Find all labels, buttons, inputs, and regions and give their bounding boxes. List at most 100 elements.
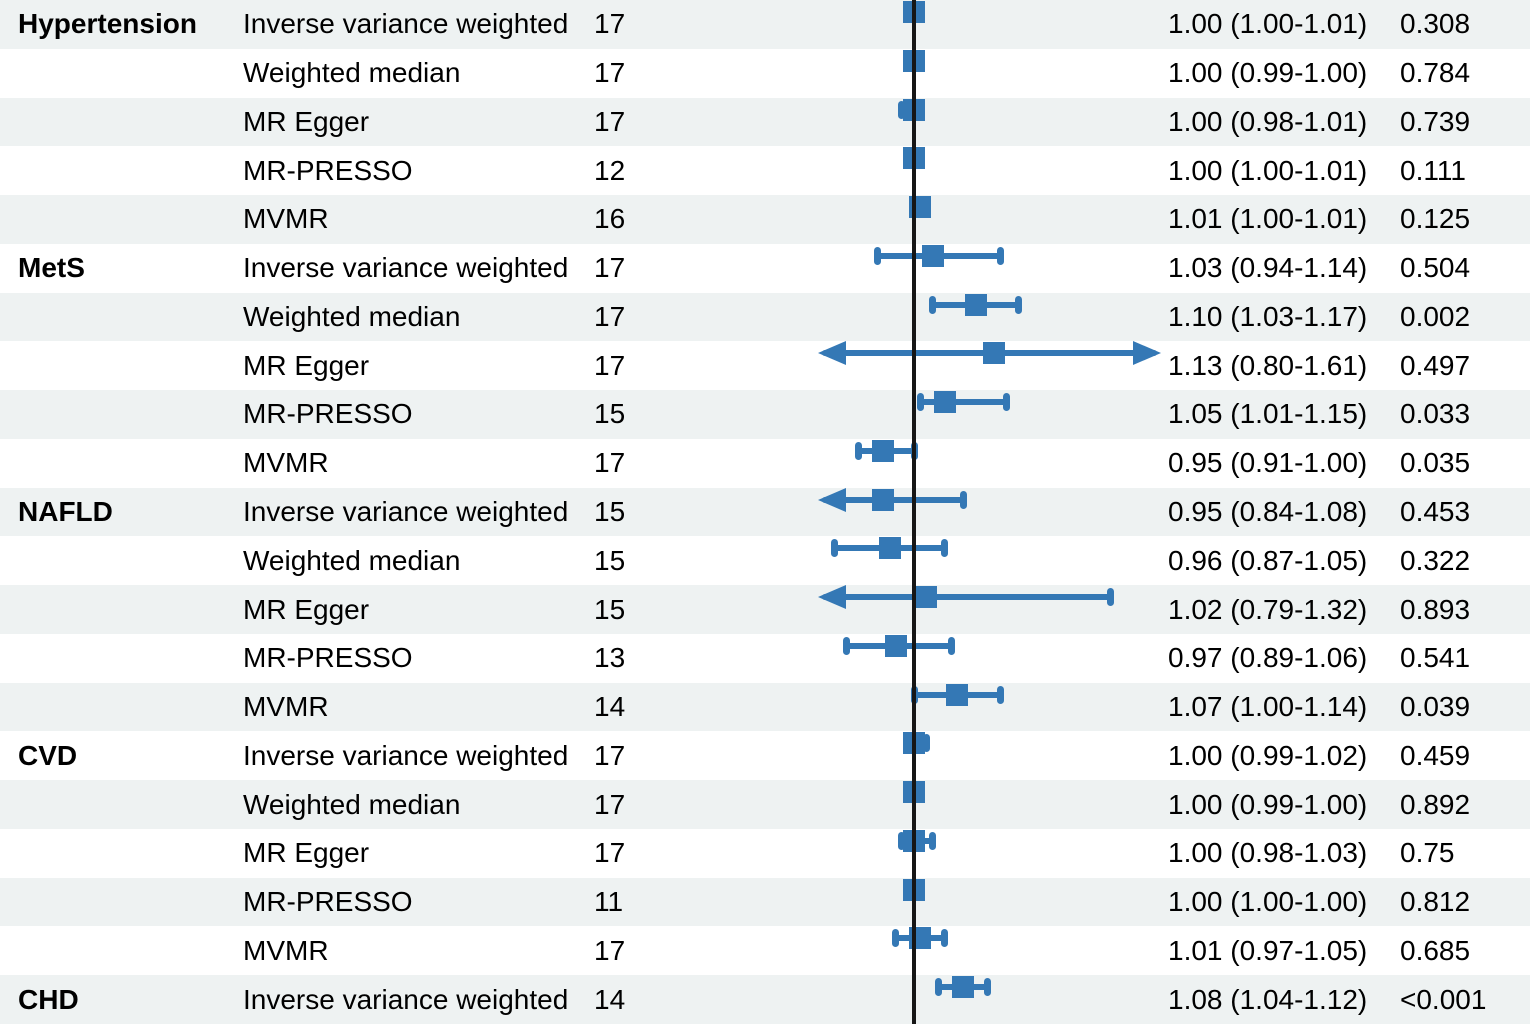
method-label: MR Egger [243, 349, 370, 381]
ci-lower-cap [898, 831, 906, 850]
ci-lower-cap [898, 100, 906, 119]
nsnp-value: 13 [594, 642, 626, 674]
ci-upper-cap [959, 490, 967, 509]
method-label: MR Egger [243, 105, 370, 137]
point-estimate-marker [872, 439, 895, 462]
forest-row: NAFLD Inverse variance weighted 15 0.95 … [0, 487, 1530, 537]
p-value: 0.504 [1400, 252, 1471, 284]
nsnp-value: 17 [594, 788, 626, 820]
or-ci-value: 1.03 (0.94-1.14) [1168, 252, 1368, 284]
or-ci-value: 1.01 (0.97-1.05) [1168, 934, 1368, 966]
nsnp-value: 14 [594, 691, 626, 723]
ci-lower-cap [916, 393, 924, 412]
method-label: Inverse variance weighted [243, 739, 569, 771]
p-value: 0.739 [1400, 105, 1471, 137]
method-label: MVMR [243, 691, 329, 723]
p-value: 0.039 [1400, 691, 1471, 723]
point-estimate-marker [983, 342, 1006, 365]
nsnp-value: 17 [594, 252, 626, 284]
point-estimate-marker [946, 683, 969, 706]
ci-upper-cap [941, 929, 949, 948]
nsnp-value: 15 [594, 593, 626, 625]
nsnp-value: 17 [594, 934, 626, 966]
p-value: 0.125 [1400, 203, 1471, 235]
or-ci-value: 1.13 (0.80-1.61) [1168, 349, 1368, 381]
forest-row: Hypertension Inverse variance weighted 1… [0, 0, 1530, 49]
or-ci-value: 1.00 (0.99-1.00) [1168, 788, 1368, 820]
or-ci-value: 1.00 (0.98-1.01) [1168, 105, 1368, 137]
method-label: Weighted median [243, 300, 461, 332]
ci-upper-cap [922, 734, 930, 753]
nsnp-value: 17 [594, 105, 626, 137]
or-ci-value: 1.00 (0.98-1.03) [1168, 837, 1368, 869]
method-label: Inverse variance weighted [243, 983, 569, 1015]
nsnp-value: 17 [594, 837, 626, 869]
method-label: MR Egger [243, 837, 370, 869]
nsnp-value: 12 [594, 154, 626, 186]
forest-row: CVD Inverse variance weighted 17 1.00 (0… [0, 731, 1530, 780]
forest-row: MR-PRESSO 12 1.00 (1.00-1.01) 0.111 [0, 146, 1530, 195]
method-label: Inverse variance weighted [243, 252, 569, 284]
forest-row: MVMR 17 1.01 (0.97-1.05) 0.685 [0, 926, 1530, 975]
ci-lower-cap [873, 246, 881, 265]
outcome-label: MetS [18, 252, 85, 284]
ci-clipped-left-arrow-icon [818, 585, 846, 610]
nsnp-value: 14 [594, 983, 626, 1015]
outcome-label: Hypertension [18, 8, 197, 40]
or-ci-value: 1.07 (1.00-1.14) [1168, 691, 1368, 723]
ci-clipped-left-arrow-icon [818, 341, 846, 366]
forest-row: Weighted median 15 0.96 (0.87-1.05) 0.32… [0, 536, 1530, 585]
nsnp-value: 17 [594, 300, 626, 332]
or-ci-value: 1.08 (1.04-1.12) [1168, 983, 1368, 1015]
point-estimate-marker [884, 634, 907, 657]
forest-row: MR-PRESSO 15 1.05 (1.01-1.15) 0.033 [0, 390, 1530, 439]
or-ci-value: 1.00 (1.00-1.00) [1168, 886, 1368, 918]
forest-row: Weighted median 17 1.10 (1.03-1.17) 0.00… [0, 292, 1530, 342]
ci-upper-cap [929, 831, 937, 850]
ci-whisker [920, 399, 1007, 406]
outcome-label: CHD [18, 983, 79, 1015]
nsnp-value: 17 [594, 739, 626, 771]
p-value: 0.459 [1400, 739, 1471, 771]
forest-row: MR Egger 15 1.02 (0.79-1.32) 0.893 [0, 585, 1530, 634]
p-value: 0.453 [1400, 495, 1471, 527]
method-label: Weighted median [243, 544, 461, 576]
forest-row: Weighted median 17 1.00 (0.99-1.00) 0.78… [0, 49, 1530, 98]
forest-row: MVMR 16 1.01 (1.00-1.01) 0.125 [0, 195, 1530, 244]
p-value: 0.322 [1400, 544, 1471, 576]
point-estimate-marker [872, 488, 895, 511]
method-label: MVMR [243, 934, 329, 966]
ci-lower-cap [855, 441, 863, 460]
method-label: MR-PRESSO [243, 642, 413, 674]
or-ci-value: 0.95 (0.84-1.08) [1168, 495, 1368, 527]
ci-lower-cap [843, 636, 851, 655]
outcome-label: CVD [18, 739, 78, 771]
method-label: MR-PRESSO [243, 154, 413, 186]
or-ci-value: 1.05 (1.01-1.15) [1168, 398, 1368, 430]
p-value: 0.033 [1400, 398, 1471, 430]
ci-whisker [822, 594, 1111, 601]
nsnp-value: 15 [594, 544, 626, 576]
forest-row: CHD Inverse variance weighted 14 1.08 (1… [0, 975, 1530, 1024]
ci-upper-cap [996, 685, 1004, 704]
or-ci-value: 1.02 (0.79-1.32) [1168, 593, 1368, 625]
nsnp-value: 17 [594, 8, 626, 40]
or-ci-value: 1.00 (0.99-1.02) [1168, 739, 1368, 771]
method-label: MVMR [243, 447, 329, 479]
method-label: MR-PRESSO [243, 398, 413, 430]
ci-lower-cap [830, 539, 838, 558]
or-ci-value: 1.00 (1.00-1.01) [1168, 8, 1368, 40]
or-ci-value: 0.96 (0.87-1.05) [1168, 544, 1368, 576]
ci-lower-cap [929, 295, 937, 314]
p-value: 0.685 [1400, 934, 1471, 966]
point-estimate-marker [964, 293, 987, 316]
p-value: 0.035 [1400, 447, 1471, 479]
or-ci-value: 1.10 (1.03-1.17) [1168, 300, 1368, 332]
method-label: Inverse variance weighted [243, 495, 569, 527]
point-estimate-marker [878, 537, 901, 560]
p-value: 0.893 [1400, 593, 1471, 625]
p-value: <0.001 [1400, 983, 1487, 1015]
forest-row: MR-PRESSO 13 0.97 (0.89-1.06) 0.541 [0, 634, 1530, 683]
or-ci-value: 1.00 (1.00-1.01) [1168, 154, 1368, 186]
or-ci-value: 1.01 (1.00-1.01) [1168, 203, 1368, 235]
